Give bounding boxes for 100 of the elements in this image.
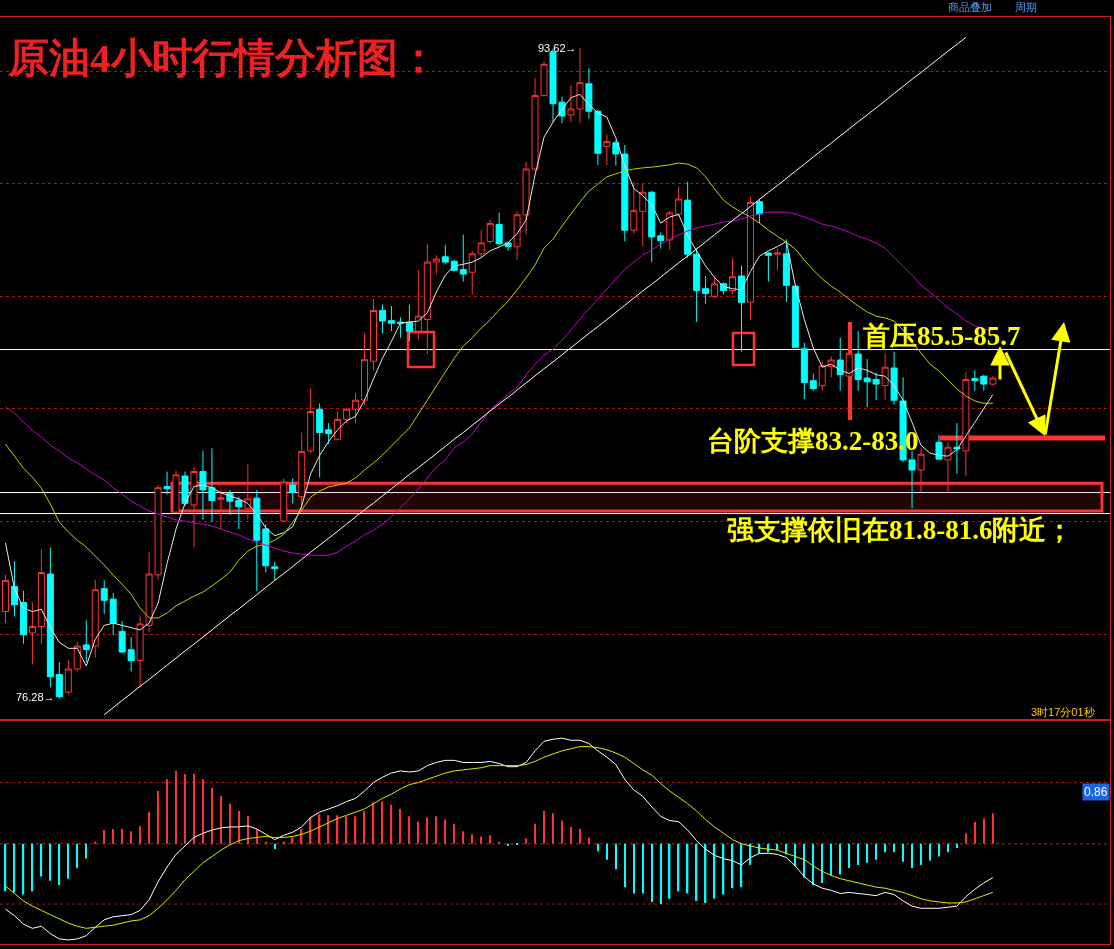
candlestick	[405, 304, 413, 342]
ref-line-label: 首压85.5-85.7	[862, 321, 1021, 351]
text: 0.86	[1084, 785, 1108, 799]
bar	[902, 843, 904, 862]
bar	[265, 841, 267, 844]
bar	[848, 843, 850, 869]
bar	[938, 843, 940, 857]
candlestick	[82, 619, 90, 663]
candlestick	[675, 185, 683, 217]
candlestick	[100, 579, 108, 615]
annotation: 76.28→	[16, 691, 55, 703]
bar	[166, 779, 168, 844]
bar	[471, 834, 473, 844]
candlestick	[73, 641, 81, 673]
candlestick	[917, 447, 925, 493]
candlestick	[648, 190, 656, 263]
candlestick	[244, 463, 252, 521]
bar	[229, 803, 231, 844]
bar	[821, 843, 823, 883]
candlestick	[271, 561, 279, 581]
bar	[597, 843, 599, 852]
candlestick	[369, 298, 377, 371]
bar	[130, 831, 132, 844]
candlestick	[307, 388, 315, 454]
bar	[911, 843, 913, 869]
bar	[103, 830, 105, 844]
bar	[274, 843, 276, 850]
chart-title: 原油4小时行情分析图：	[7, 35, 439, 81]
candlestick	[603, 133, 611, 166]
candlestick	[989, 375, 997, 387]
candlestick	[486, 219, 494, 245]
bar	[211, 787, 213, 844]
bar	[408, 816, 411, 844]
candlestick	[764, 252, 772, 283]
candlestick	[729, 257, 737, 295]
bar	[238, 811, 240, 844]
candlestick	[773, 248, 781, 271]
bar	[507, 843, 509, 846]
bar	[220, 796, 222, 844]
candlestick	[459, 234, 467, 283]
bar	[76, 843, 79, 869]
candlestick	[935, 434, 943, 461]
bar	[606, 843, 608, 860]
candlestick	[441, 244, 449, 265]
bar	[534, 823, 536, 844]
bar	[58, 843, 61, 886]
candlestick	[217, 489, 225, 530]
bar	[49, 843, 52, 881]
candlestick	[630, 181, 638, 235]
candlestick	[477, 229, 485, 259]
candlestick	[953, 422, 961, 475]
bar	[363, 811, 366, 844]
bar	[866, 843, 868, 863]
candlestick	[190, 466, 198, 548]
bar	[85, 843, 87, 859]
candlestick	[666, 210, 674, 251]
bar	[184, 774, 186, 844]
candlestick	[432, 254, 440, 275]
candlestick	[621, 144, 629, 242]
bar	[875, 843, 877, 860]
candlestick	[684, 181, 692, 259]
bar	[175, 770, 177, 844]
bar	[633, 843, 635, 894]
bar	[947, 843, 949, 853]
candlestick	[702, 275, 710, 305]
candlestick	[737, 264, 745, 353]
candlestick	[800, 342, 808, 400]
bar	[920, 843, 922, 865]
bar	[121, 829, 123, 844]
candlestick	[172, 469, 180, 514]
candlestick	[280, 477, 288, 523]
bar	[426, 817, 429, 844]
bar	[40, 843, 43, 877]
candlestick	[55, 661, 63, 700]
candlestick	[468, 250, 476, 295]
candlestick	[755, 198, 763, 224]
text: 3时17分01秒	[1031, 706, 1095, 718]
bar	[489, 835, 491, 844]
bar	[830, 843, 832, 876]
annotation: 93.62→	[538, 42, 577, 54]
candlestick	[854, 330, 862, 392]
candlestick	[387, 305, 395, 332]
bar	[812, 843, 815, 886]
candlestick	[639, 183, 647, 247]
bar	[543, 811, 545, 844]
candlestick	[262, 523, 270, 573]
bar	[579, 829, 581, 844]
bar	[615, 843, 617, 870]
bar	[157, 790, 159, 844]
bar	[552, 813, 554, 844]
bar	[417, 821, 420, 844]
candlestick	[37, 549, 45, 645]
bar	[561, 820, 563, 844]
candlestick	[28, 602, 36, 665]
candlestick	[782, 238, 790, 303]
bar	[354, 816, 357, 844]
bar	[525, 838, 527, 844]
bar	[929, 843, 931, 861]
candlestick	[109, 592, 117, 636]
candlestick	[163, 471, 171, 495]
